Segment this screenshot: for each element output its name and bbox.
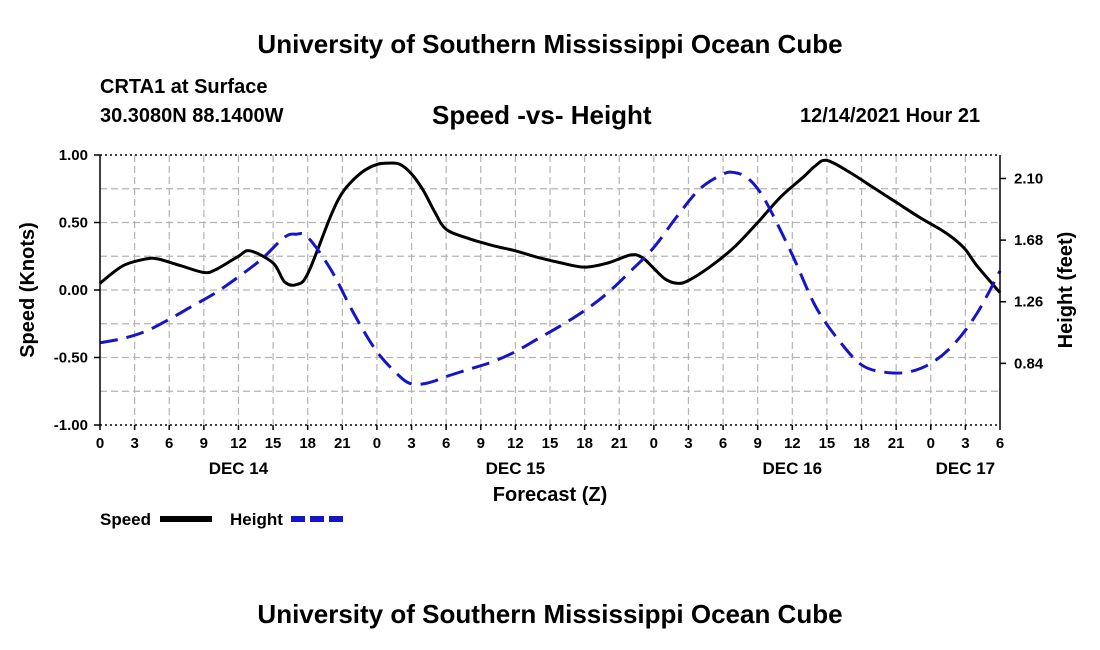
x-tick-label: 12 [230, 435, 247, 452]
right-y-tick-label: 1.68 [1014, 232, 1043, 249]
legend: Speed Height [100, 510, 343, 529]
right-y-tick-label: 1.26 [1014, 294, 1043, 311]
height-series-line [99, 170, 1002, 387]
left-y-tick-label: 0.00 [59, 282, 88, 299]
left-y-tick-label: 1.00 [59, 147, 88, 164]
x-tick-label: 0 [650, 435, 658, 452]
x-tick-label: 0 [373, 435, 381, 452]
x-tick-label: 18 [576, 435, 593, 452]
series-layer [99, 158, 1002, 387]
x-tick-label: 0 [927, 435, 935, 452]
x-tick-label: 12 [507, 435, 524, 452]
x-tick-label: 9 [477, 435, 485, 452]
right-y-tick-label: 0.84 [1014, 355, 1044, 372]
footer-title: University of Southern Mississippi Ocean… [257, 599, 843, 629]
legend-label-speed: Speed [100, 510, 151, 529]
x-tick-label: 6 [719, 435, 727, 452]
x-tick-label: 0 [96, 435, 104, 452]
x-tick-label: 15 [542, 435, 559, 452]
x-tick-label: 6 [442, 435, 450, 452]
date-label: DEC 16 [763, 459, 823, 478]
x-tick-label: 3 [684, 435, 692, 452]
x-tick-label: 21 [611, 435, 628, 452]
x-tick-label: 3 [407, 435, 415, 452]
x-tick-label: 18 [853, 435, 870, 452]
forecast-datetime: 12/14/2021 Hour 21 [800, 105, 981, 127]
right-y-axis-title: Height (feet) [1055, 232, 1077, 349]
x-axis-title: Forecast (Z) [493, 484, 607, 506]
x-tick-label: 3 [961, 435, 969, 452]
left-y-axis-title: Speed (Knots) [17, 222, 39, 358]
date-label: DEC 15 [486, 459, 546, 478]
left-y-tick-label: -1.00 [54, 417, 88, 434]
left-y-tick-label: 0.50 [59, 215, 88, 232]
speed-series-line [99, 158, 1002, 294]
x-tick-label: 6 [165, 435, 173, 452]
x-tick-label: 3 [130, 435, 138, 452]
plot-frame [94, 154, 1006, 430]
date-label: DEC 17 [936, 459, 996, 478]
chart-subtitle: Speed -vs- Height [432, 100, 652, 130]
legend-label-height: Height [230, 510, 283, 529]
station-label: CRTA1 at Surface [100, 76, 268, 98]
x-tick-label: 21 [888, 435, 905, 452]
x-tick-label: 12 [784, 435, 801, 452]
grid [100, 155, 1000, 425]
x-tick-label: 15 [265, 435, 282, 452]
x-tick-label: 18 [299, 435, 316, 452]
right-y-tick-label: 2.10 [1014, 170, 1043, 187]
x-tick-label: 15 [819, 435, 836, 452]
x-tick-label: 6 [996, 435, 1004, 452]
axis-labels: 1.00 0.50 0.00 -0.50 -1.00 2.10 1.68 1.26 0.84 0 3… [17, 147, 1077, 506]
left-y-tick-label: -0.50 [54, 350, 88, 367]
x-tick-label: 9 [200, 435, 208, 452]
x-tick-label: 21 [334, 435, 351, 452]
coordinates-label: 30.3080N 88.1400W [100, 105, 284, 127]
date-label: DEC 14 [209, 459, 269, 478]
x-tick-label: 9 [754, 435, 762, 452]
page-title: University of Southern Mississippi Ocean… [257, 29, 843, 59]
